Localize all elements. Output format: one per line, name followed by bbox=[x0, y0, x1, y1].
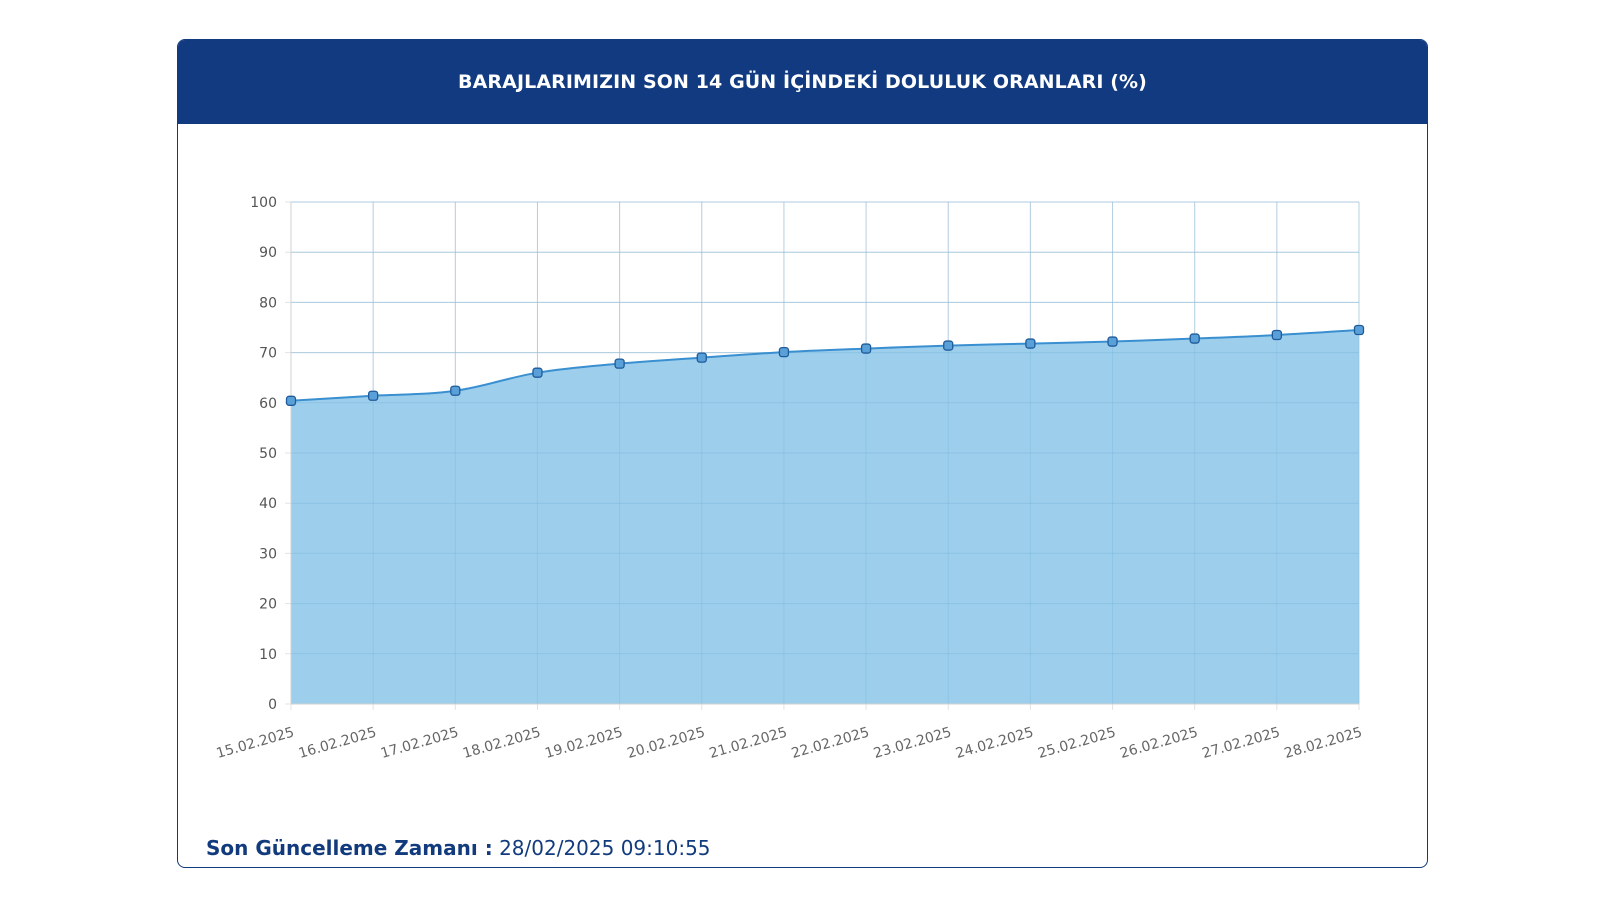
data-point[interactable] bbox=[285, 395, 297, 406]
card-header: BARAJLARIMIZIN SON 14 GÜN İÇİNDEKİ DOLUL… bbox=[178, 40, 1427, 124]
data-points[interactable] bbox=[285, 324, 1365, 406]
data-point[interactable] bbox=[1271, 329, 1282, 341]
chart-title: BARAJLARIMIZIN SON 14 GÜN İÇİNDEKİ DOLUL… bbox=[458, 71, 1147, 93]
x-tick-label: 26.02.2025 bbox=[1118, 724, 1199, 761]
y-tick-label: 90 bbox=[259, 245, 277, 261]
last-update: Son Güncelleme Zamanı : 28/02/2025 09:10… bbox=[206, 836, 711, 860]
data-point[interactable] bbox=[696, 352, 707, 363]
data-point[interactable] bbox=[778, 346, 790, 358]
series-area bbox=[290, 201, 1360, 705]
y-tick-label: 30 bbox=[259, 546, 277, 562]
x-tick-label: 25.02.2025 bbox=[1036, 724, 1117, 761]
chart-card: BARAJLARIMIZIN SON 14 GÜN İÇİNDEKİ DOLUL… bbox=[177, 39, 1428, 868]
axes bbox=[290, 202, 1359, 705]
series-line bbox=[290, 329, 1360, 402]
x-axis-ticks: 15.02.2025 16.02.2025 17.02.2025 18.02.2025… bbox=[215, 724, 1364, 761]
data-point[interactable] bbox=[1025, 338, 1036, 349]
y-tick-label: 100 bbox=[250, 195, 277, 211]
y-tick-label: 10 bbox=[259, 647, 277, 663]
y-tick-label: 70 bbox=[259, 346, 277, 362]
data-point[interactable] bbox=[368, 390, 379, 401]
last-update-label: Son Güncelleme Zamanı : bbox=[206, 836, 493, 860]
x-tick-label: 18.02.2025 bbox=[461, 724, 542, 761]
x-tick-label: 27.02.2025 bbox=[1200, 724, 1281, 761]
x-tick-label: 17.02.2025 bbox=[379, 724, 460, 761]
data-point[interactable] bbox=[943, 340, 954, 351]
data-point[interactable] bbox=[532, 367, 543, 378]
y-axis-ticks: 0 10 20 30 40 50 60 70 80 90 100 bbox=[250, 195, 277, 713]
y-tick-label: 20 bbox=[259, 597, 277, 613]
x-tick-label: 24.02.2025 bbox=[954, 724, 1035, 761]
data-point[interactable] bbox=[614, 358, 625, 369]
x-tick-label: 28.02.2025 bbox=[1283, 724, 1364, 761]
last-update-value: 28/02/2025 09:10:55 bbox=[499, 836, 711, 860]
x-tick-label: 20.02.2025 bbox=[625, 724, 706, 761]
x-tick-label: 23.02.2025 bbox=[872, 724, 953, 761]
y-tick-label: 60 bbox=[259, 396, 277, 412]
data-point[interactable] bbox=[1353, 324, 1365, 336]
data-point[interactable] bbox=[860, 343, 872, 354]
x-tick-label: 19.02.2025 bbox=[543, 724, 624, 761]
data-point[interactable] bbox=[1189, 333, 1200, 344]
data-point[interactable] bbox=[450, 385, 461, 396]
x-tick-label: 22.02.2025 bbox=[790, 724, 871, 761]
x-tick-label: 21.02.2025 bbox=[708, 724, 789, 761]
y-tick-label: 80 bbox=[259, 295, 277, 311]
x-tick-label: 15.02.2025 bbox=[215, 724, 296, 761]
y-tick-label: 40 bbox=[259, 496, 277, 512]
series-area-fill bbox=[291, 330, 1359, 704]
y-tick-label: 50 bbox=[259, 446, 277, 462]
y-tick-label: 0 bbox=[268, 697, 277, 713]
fill-rate-chart: 0 10 20 30 40 50 60 70 80 90 100 15.02.2025 16.02.2… bbox=[215, 195, 1365, 762]
chart-area: 0 10 20 30 40 50 60 70 80 90 100 15.02.2025 16.02.2… bbox=[178, 124, 1426, 784]
x-tick-label: 16.02.2025 bbox=[297, 724, 378, 761]
data-point[interactable] bbox=[1107, 336, 1118, 347]
